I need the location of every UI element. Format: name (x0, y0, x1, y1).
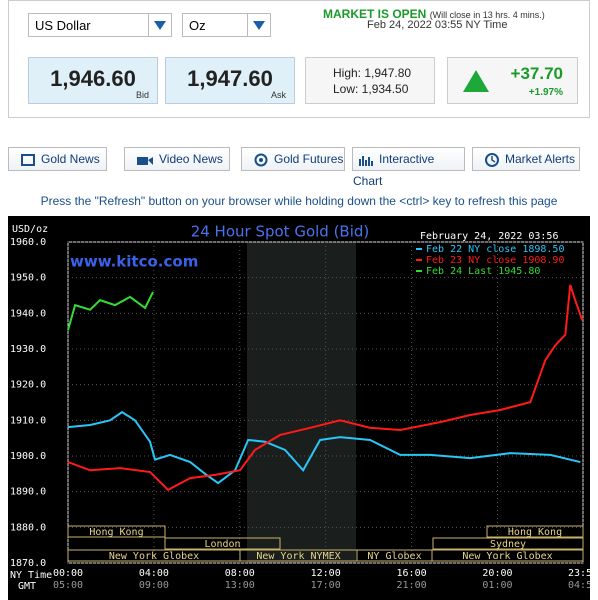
chart: 24 Hour Spot Gold (Bid) USD/oz www.kitco… (8, 216, 590, 600)
series-line (67, 284, 584, 492)
legend-label: Feb 22 NY close 1898.50 (426, 244, 564, 255)
y-tick-label: 1870.0 (10, 558, 46, 569)
x2-tick-label: 05:00 (53, 580, 83, 591)
series-line (67, 291, 154, 331)
nav-label: Gold News (41, 152, 100, 166)
y-tick-label: 1920.0 (10, 380, 46, 391)
session-label: Sydney (490, 539, 526, 550)
market-time: Feb 24, 2022 03:55 NY Time (367, 19, 508, 31)
x-tick-label: 16:00 (397, 568, 427, 579)
up-arrow (463, 70, 489, 92)
x-tick-label: 20:00 (482, 568, 512, 579)
unit-text: Oz (189, 18, 206, 33)
x-tick-label: 08:00 (225, 568, 255, 579)
watermark: www.kitco.com (70, 253, 198, 271)
x2-label: GMT (18, 581, 36, 592)
session-label: New York Globex (109, 551, 199, 562)
bid-price: 1,946.60 (50, 66, 136, 91)
session-label: New York Globex (462, 551, 552, 562)
legend-label: Feb 24 Last 1945.80 (426, 266, 540, 277)
x2-tick-label: 17:00 (311, 580, 341, 591)
y-label: USD/oz (12, 224, 48, 235)
y-tick-label: 1880.0 (10, 522, 46, 533)
change-box: +37.70 +1.97% (447, 57, 578, 104)
bid-label: Bid (135, 90, 149, 100)
x2-tick-label: 09:00 (139, 580, 169, 591)
high: High: 1,947.80 (333, 66, 412, 80)
shaded-session (247, 242, 356, 563)
session-box (67, 525, 166, 538)
currency-select[interactable]: US Dollar (28, 13, 172, 37)
ask-box: 1,947.60 Ask (165, 57, 295, 104)
session-label: Hong Kong (508, 527, 562, 538)
quote-panel (8, 0, 590, 118)
nav-button[interactable]: Gold Futures (241, 147, 345, 171)
x2-tick-label: 04:59 (568, 580, 590, 591)
session-box (432, 537, 584, 550)
ask-price: 1,947.60 (187, 66, 273, 91)
y-tick-label: 1890.0 (10, 487, 46, 498)
chart-title: 24 Hour Spot Gold (Bid) (191, 223, 370, 241)
session-box (486, 525, 584, 538)
bid-box: 1,946.60 Bid (28, 57, 158, 104)
refresh-note: Press the "Refresh" button on your brows… (40, 194, 558, 208)
nav-label: Video News (159, 152, 223, 166)
session-box (164, 537, 281, 550)
currency-text: US Dollar (35, 18, 91, 33)
legend-label: Feb 23 NY close 1908.90 (426, 255, 564, 266)
x-label: NY Time (10, 570, 52, 581)
session-label: London (204, 539, 240, 550)
x2-tick-label: 13:00 (225, 580, 255, 591)
session-label: New York NYMEX (256, 551, 340, 562)
y-tick-label: 1940.0 (10, 308, 46, 319)
timestamp: February 24, 2022 03:56 (420, 231, 558, 242)
nav-button[interactable]: Market Alerts (472, 147, 580, 171)
close-note: (Will close in 13 hrs. 4 mins.) (429, 10, 545, 20)
nav-label: Market Alerts (505, 152, 576, 166)
x-tick-label: 04:00 (139, 568, 169, 579)
nav-label: Gold Futures (274, 152, 344, 166)
y-tick-label: 1910.0 (10, 415, 46, 426)
nav-button[interactable]: Interactive Chart (352, 147, 465, 188)
range-box: High: 1,947.80 Low: 1,934.50 (305, 57, 435, 104)
session-label: NY Globex (367, 551, 421, 562)
x-tick-label: 00:00 (53, 568, 83, 579)
change: +37.70 (510, 64, 563, 83)
market-status: MARKET IS OPEN (Will close in 13 hrs. 4 … (323, 7, 545, 21)
session-box (431, 549, 584, 562)
x2-tick-label: 21:00 (397, 580, 427, 591)
x2-tick-label: 01:00 (482, 580, 512, 591)
nav-button[interactable]: Video News (124, 147, 230, 171)
session-label: Hong Kong (89, 527, 143, 538)
x-tick-label: 12:00 (311, 568, 341, 579)
series-line (67, 410, 581, 485)
y-tick-label: 1950.0 (10, 273, 46, 284)
nav-button[interactable]: Gold News (8, 147, 107, 171)
ask-label: Ask (270, 90, 286, 100)
nav-label: Interactive Chart (353, 152, 435, 188)
y-tick-label: 1960.0 (10, 237, 46, 248)
x-tick-label: 23:59 (568, 568, 590, 579)
y-tick-label: 1930.0 (10, 344, 46, 355)
unit-select[interactable]: Oz (182, 13, 271, 37)
status-text: MARKET IS OPEN (323, 7, 427, 21)
low: Low: 1,934.50 (333, 82, 409, 96)
change-pct: +1.97% (528, 87, 563, 98)
y-tick-label: 1900.0 (10, 451, 46, 462)
